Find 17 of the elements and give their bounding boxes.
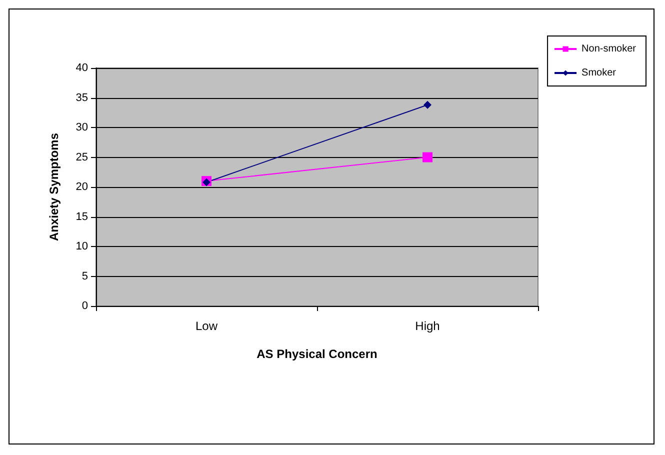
y-tick-label: 30 xyxy=(76,122,88,134)
point xyxy=(422,152,432,162)
x-tick-label: High xyxy=(415,319,440,333)
x-axis-title: AS Physical Concern xyxy=(256,347,378,361)
y-tick-label: 20 xyxy=(76,181,88,193)
y-tick-label: 25 xyxy=(76,151,88,164)
y-tick-label: 40 xyxy=(76,62,88,74)
legend-label: Non-smoker xyxy=(582,44,637,54)
x-tick-label: Low xyxy=(195,319,218,333)
y-axis-title: Anxiety Symptoms xyxy=(47,132,61,242)
y-tick-label: 5 xyxy=(82,270,88,282)
y-tick-label: 15 xyxy=(76,210,88,223)
legend-label: Smoker xyxy=(582,68,617,78)
y-tick-label: 10 xyxy=(76,240,88,252)
point xyxy=(424,100,432,109)
y-tick-label: 0 xyxy=(82,300,88,312)
y-tick-label: 35 xyxy=(76,92,88,104)
